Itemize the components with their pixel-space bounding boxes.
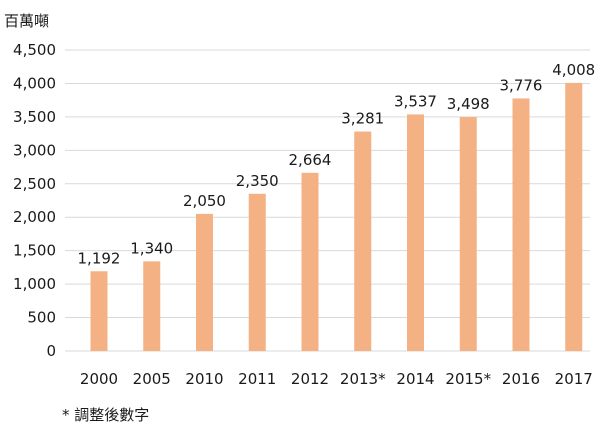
- bar-2005: [143, 261, 161, 351]
- x-tick-label: 2011: [238, 370, 276, 388]
- y-tick-label: 3,500: [13, 108, 56, 126]
- bar-2015-adjusted: [459, 117, 477, 351]
- y-tick-label: 1,000: [13, 275, 56, 293]
- bar-2014: [407, 114, 424, 351]
- x-tick-label: 2000: [80, 370, 118, 388]
- bar-2010: [196, 213, 213, 351]
- x-tick-label: 2017: [555, 370, 593, 388]
- data-label: 2,350: [236, 172, 279, 190]
- data-label: 2,664: [289, 151, 332, 169]
- footnote: * 調整後數字: [62, 406, 149, 424]
- data-label: 2,050: [183, 192, 226, 210]
- x-tick-label: 2010: [185, 370, 223, 388]
- x-tick-label: 2013*: [340, 370, 386, 388]
- y-axis-ticks: 0 500 1,000 1,500 2,000 2,500 3,000 3,500 4,000 4…: [13, 41, 56, 360]
- y-tick-label: 2,500: [13, 175, 56, 193]
- y-unit-label: 百萬噸: [4, 12, 49, 30]
- bar-2000: [90, 271, 108, 351]
- bar-2017: [565, 82, 583, 351]
- x-tick-label: 2014: [396, 370, 434, 388]
- x-axis-ticks: 2000 2005 2010 2011 2012 2013* 2014 2015* 2016 20…: [80, 370, 593, 388]
- bar-2012: [301, 172, 319, 351]
- y-tick-label: 1,500: [13, 242, 56, 260]
- data-label: 3,776: [500, 76, 543, 94]
- y-tick-label: 2,000: [13, 208, 56, 226]
- data-label: 3,537: [394, 92, 437, 110]
- y-tick-label: 3,000: [13, 141, 56, 159]
- data-label: 1,192: [78, 249, 121, 267]
- bar-2016: [512, 98, 530, 352]
- x-tick-label: 2005: [133, 370, 171, 388]
- y-tick-label: 4,000: [13, 74, 56, 92]
- bars: [90, 82, 583, 352]
- y-tick-label: 0: [46, 342, 56, 360]
- y-tick-label: 500: [27, 309, 56, 327]
- x-tick-label: 2015*: [445, 370, 491, 388]
- data-label: 3,498: [447, 95, 490, 113]
- bar-2013-adjusted: [354, 131, 372, 351]
- data-labels: 1,192 1,340 2,050 2,350 2,664 3,281 3,537 3,498…: [78, 61, 596, 267]
- data-label: 1,340: [130, 239, 173, 257]
- x-tick-label: 2012: [291, 370, 329, 388]
- data-label: 3,281: [341, 110, 384, 128]
- data-label: 4,008: [552, 61, 595, 79]
- bar-2011: [248, 193, 266, 351]
- y-tick-label: 4,500: [13, 41, 56, 59]
- x-tick-label: 2016: [502, 370, 540, 388]
